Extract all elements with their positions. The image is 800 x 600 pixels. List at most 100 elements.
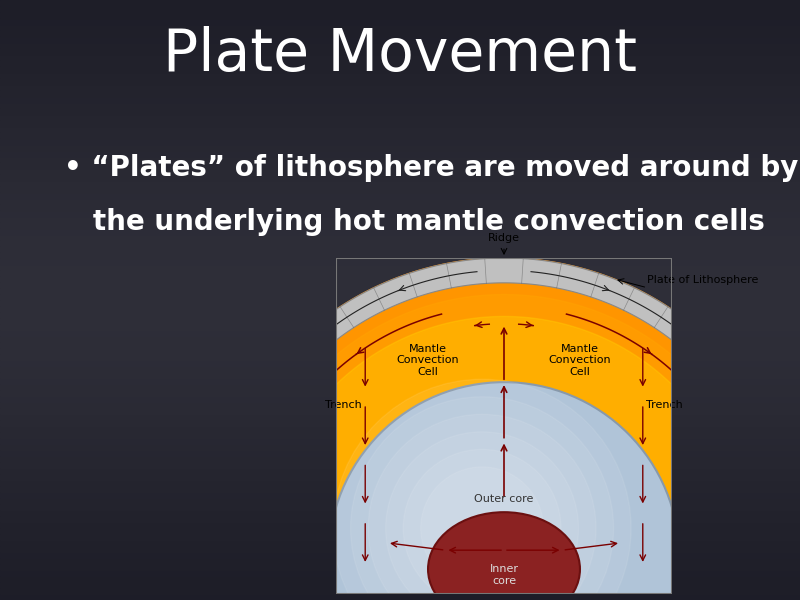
Bar xyxy=(0,168,800,174)
Bar xyxy=(0,108,800,114)
Bar xyxy=(0,462,800,468)
Text: Ridge: Ridge xyxy=(488,233,520,244)
Bar xyxy=(0,42,800,48)
Bar xyxy=(0,24,800,30)
Circle shape xyxy=(333,379,631,600)
Bar xyxy=(0,306,800,312)
Bar xyxy=(0,192,800,198)
Bar xyxy=(0,0,800,6)
Bar xyxy=(0,12,800,18)
Bar xyxy=(0,210,800,216)
Bar xyxy=(0,492,800,498)
Bar xyxy=(0,438,800,444)
Text: Plate Movement: Plate Movement xyxy=(163,25,637,82)
Bar xyxy=(0,432,800,438)
Text: Mantle
Convection
Cell: Mantle Convection Cell xyxy=(397,344,459,377)
Circle shape xyxy=(350,397,614,600)
Bar xyxy=(0,330,800,336)
Bar xyxy=(0,426,800,432)
Bar xyxy=(0,510,800,516)
Text: the underlying hot mantle convection cells: the underlying hot mantle convection cel… xyxy=(64,208,765,236)
Bar xyxy=(0,348,800,354)
Bar xyxy=(0,360,800,366)
Bar xyxy=(0,78,800,84)
Bar xyxy=(0,270,800,276)
Polygon shape xyxy=(735,447,796,497)
Bar xyxy=(0,450,800,456)
Bar xyxy=(0,540,800,546)
Bar xyxy=(0,444,800,450)
Bar xyxy=(0,120,800,126)
Bar xyxy=(0,570,800,576)
Bar xyxy=(0,66,800,72)
Bar xyxy=(0,552,800,558)
Bar xyxy=(0,528,800,534)
Bar xyxy=(0,204,800,210)
Circle shape xyxy=(329,382,679,600)
Bar xyxy=(0,288,800,294)
Bar xyxy=(0,354,800,360)
Text: Inner
core: Inner core xyxy=(490,564,518,586)
Polygon shape xyxy=(263,316,745,557)
Text: Plate of Lithosphere: Plate of Lithosphere xyxy=(647,275,758,285)
Bar xyxy=(0,72,800,78)
Bar xyxy=(0,132,800,138)
Bar xyxy=(0,486,800,492)
Circle shape xyxy=(368,415,596,600)
Polygon shape xyxy=(205,258,800,557)
Polygon shape xyxy=(219,272,789,557)
Bar xyxy=(0,378,800,384)
Bar xyxy=(0,468,800,474)
Bar xyxy=(0,576,800,582)
Bar xyxy=(0,102,800,108)
Bar xyxy=(0,420,800,426)
Bar xyxy=(0,312,800,318)
Circle shape xyxy=(386,432,578,600)
Bar xyxy=(0,198,800,204)
Bar xyxy=(0,96,800,102)
Bar xyxy=(0,48,800,54)
Bar xyxy=(0,60,800,66)
Bar xyxy=(0,84,800,90)
Bar xyxy=(0,144,800,150)
Bar xyxy=(0,156,800,162)
Bar xyxy=(0,174,800,180)
Bar xyxy=(0,6,800,12)
Bar xyxy=(0,336,800,342)
Bar xyxy=(0,258,800,264)
Bar xyxy=(0,252,800,258)
Bar xyxy=(0,234,800,240)
Circle shape xyxy=(421,467,543,590)
Bar xyxy=(0,408,800,414)
Bar xyxy=(0,456,800,462)
Text: • “Plates” of lithosphere are moved around by: • “Plates” of lithosphere are moved arou… xyxy=(64,154,798,182)
Bar xyxy=(0,594,800,600)
Polygon shape xyxy=(241,295,767,557)
Bar xyxy=(0,300,800,306)
Bar xyxy=(0,162,800,168)
Bar xyxy=(0,150,800,156)
Bar xyxy=(0,138,800,144)
Bar xyxy=(0,318,800,324)
Bar xyxy=(0,54,800,60)
Bar xyxy=(0,564,800,570)
Bar xyxy=(0,402,800,408)
Ellipse shape xyxy=(428,512,580,600)
Text: Outer core: Outer core xyxy=(474,494,534,504)
Bar xyxy=(0,126,800,132)
Text: Trench: Trench xyxy=(325,400,362,410)
Bar xyxy=(0,582,800,588)
Bar xyxy=(0,516,800,522)
Polygon shape xyxy=(212,447,273,497)
Circle shape xyxy=(403,449,561,600)
Bar xyxy=(0,240,800,246)
Bar xyxy=(0,246,800,252)
Text: Mantle
Convection
Cell: Mantle Convection Cell xyxy=(549,344,611,377)
Bar xyxy=(0,36,800,42)
Polygon shape xyxy=(207,258,800,523)
Bar xyxy=(0,498,800,504)
Bar xyxy=(0,396,800,402)
Bar xyxy=(0,414,800,420)
Bar xyxy=(0,372,800,378)
Bar xyxy=(0,180,800,186)
